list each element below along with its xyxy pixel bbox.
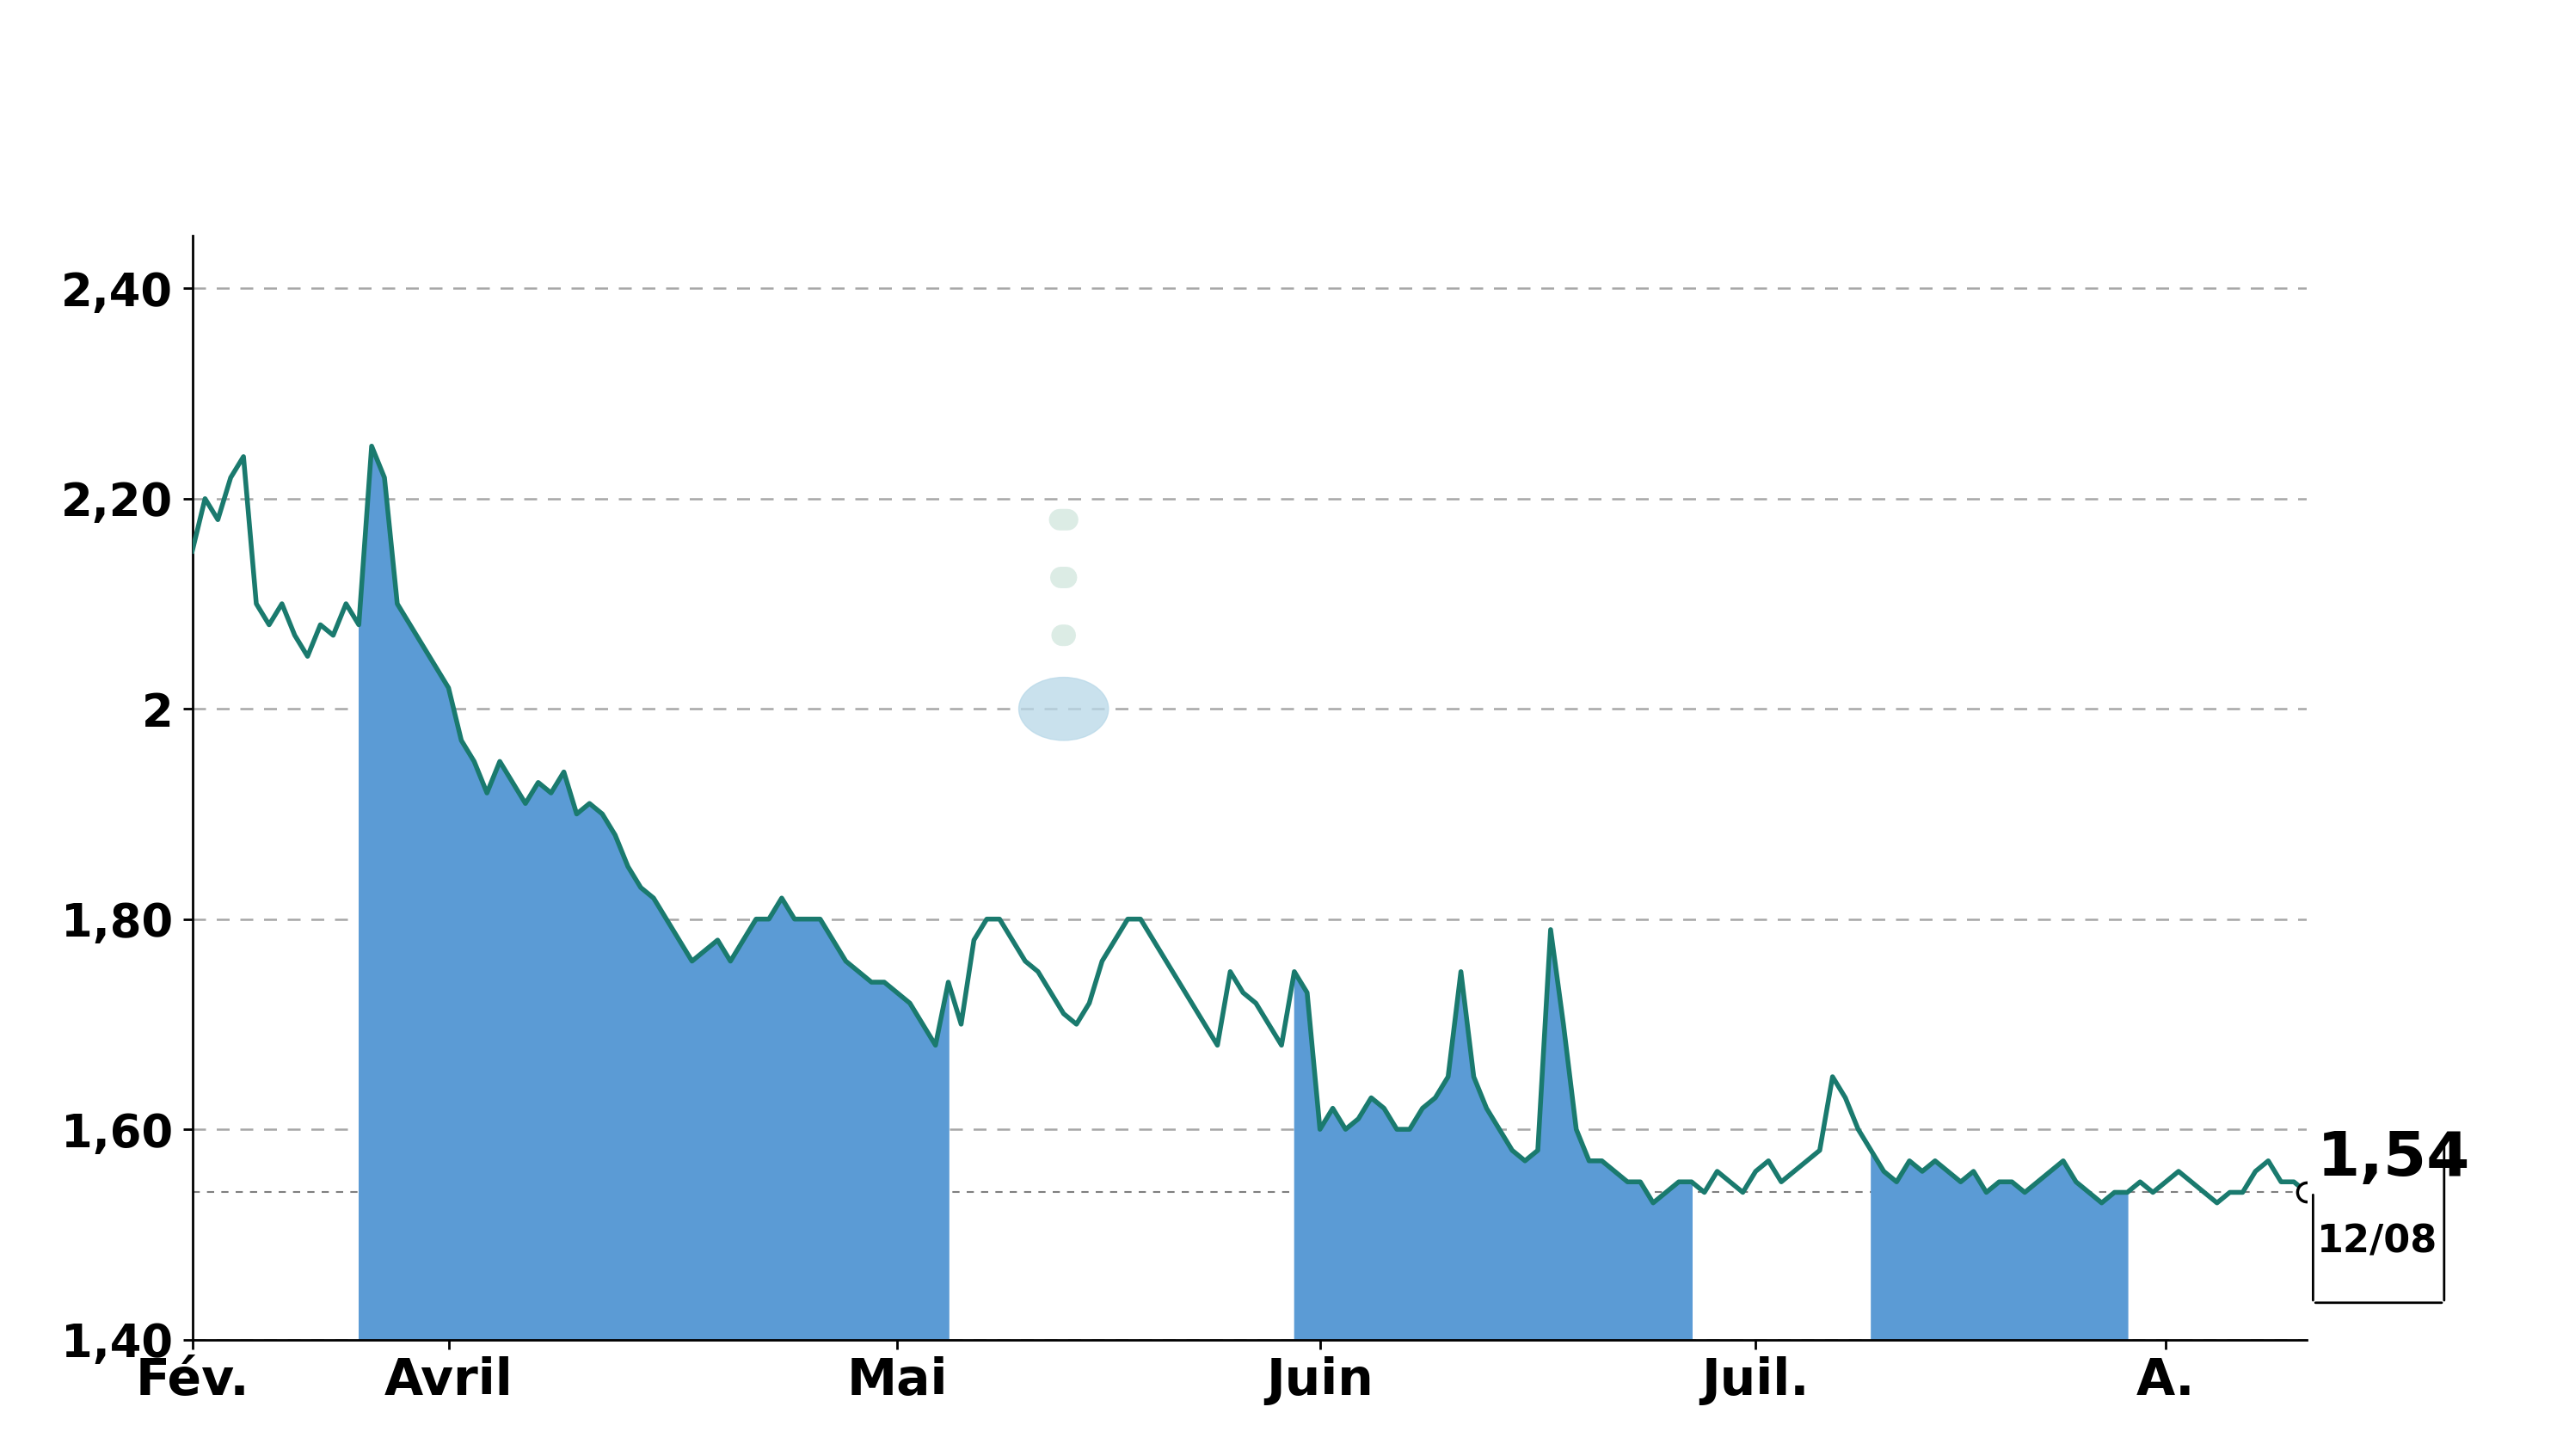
- Text: 1,54: 1,54: [2317, 1130, 2471, 1190]
- Ellipse shape: [1018, 677, 1107, 741]
- Text: Network-1 Technologies, Inc.: Network-1 Technologies, Inc.: [579, 39, 1984, 124]
- Text: 12/08: 12/08: [2317, 1223, 2437, 1261]
